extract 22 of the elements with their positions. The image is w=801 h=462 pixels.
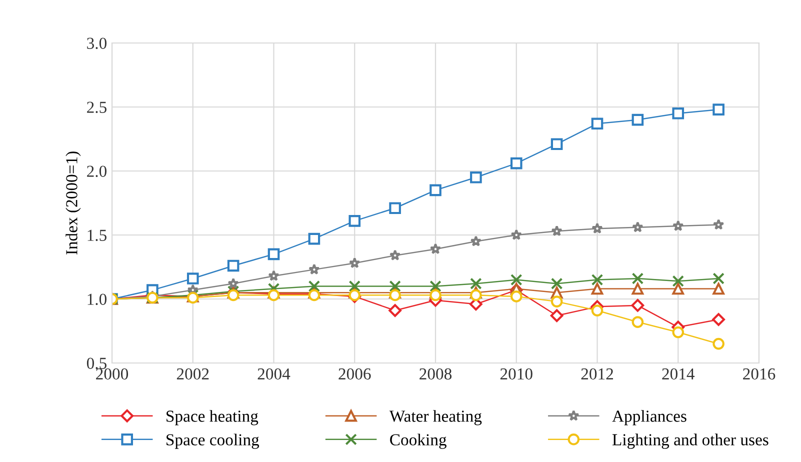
y-tick-label: 3.0 [87, 38, 107, 50]
legend-label: Space cooling [166, 434, 260, 449]
x-tick-label: 2000 [96, 368, 128, 380]
x-tick-label: 2004 [258, 368, 290, 380]
y-tick-label: 1.0 [88, 294, 107, 306]
x-tick-label: 2010 [500, 368, 532, 380]
x-tick-label: 2012 [581, 368, 613, 380]
x-tick-label: 2006 [338, 368, 371, 380]
y-tick-label: 2.5 [87, 102, 106, 114]
y-tick-label: 0.5 [86, 358, 106, 370]
x-tick-label: 2014 [662, 368, 695, 380]
y-tick-label: 1.5 [88, 230, 106, 242]
x-tick-label: 2002 [176, 368, 209, 380]
legend-label: Water heating [389, 410, 482, 426]
y-tick-label: 2.0 [87, 166, 107, 178]
x-tick-label: 2016 [743, 368, 776, 380]
x-tick-label: 2008 [420, 368, 452, 380]
legend-label: Appliances [612, 410, 686, 426]
legend-label: Lighting and other uses [612, 434, 768, 449]
legend-label: Cooking [390, 434, 446, 449]
legend-label: Space heating [166, 410, 258, 426]
y-axis-title: Index (2000=1) [66, 152, 81, 255]
